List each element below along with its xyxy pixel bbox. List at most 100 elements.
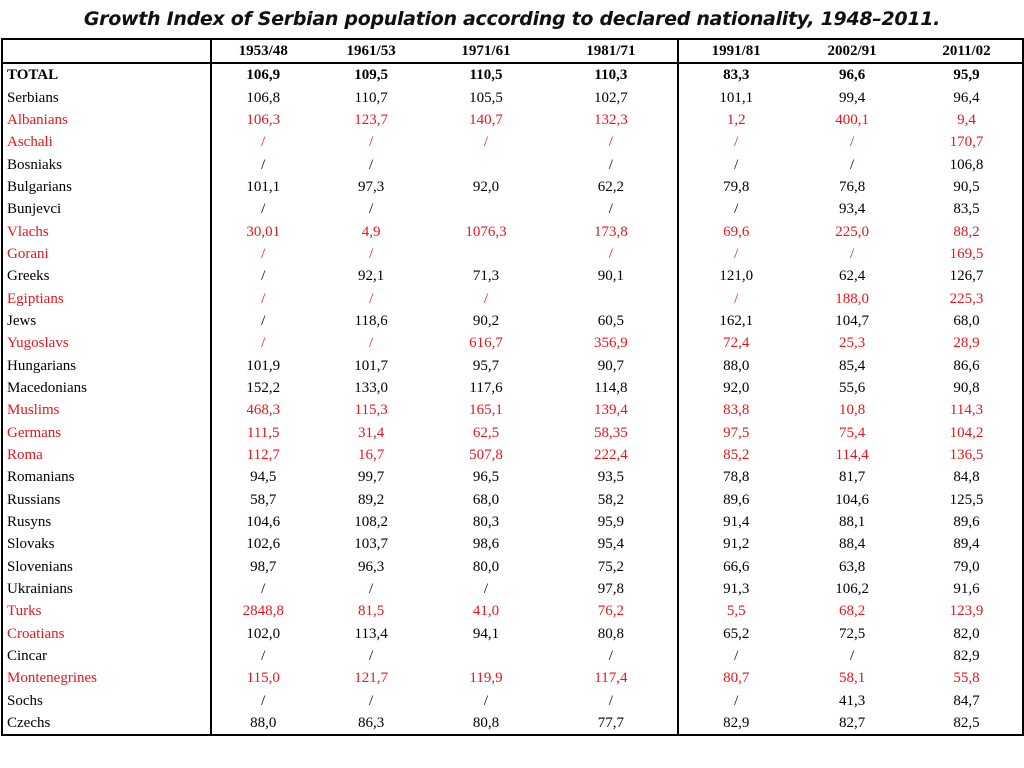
cell: 41,3: [838, 692, 866, 709]
cell: 62,5: [472, 424, 500, 441]
table-row: Czechs 88,0 86,3 80,8 77,7 82,9 82,7 82,5: [1, 711, 1024, 737]
cell: 88,4: [838, 536, 866, 553]
row-label: Vlachs: [1, 220, 212, 243]
cell: 10,8: [838, 402, 866, 419]
cell: 84,7: [911, 689, 1024, 712]
cell: /: [850, 134, 855, 151]
row-label: Bunjevci: [1, 198, 212, 221]
cell: /: [261, 290, 266, 307]
row-label: Romanians: [1, 466, 212, 489]
cell: 5,5: [726, 603, 746, 620]
cell: 98,6: [472, 536, 500, 553]
table-row: Romanians 94,5 99,7 96,5 93,5 78,8 81,7 84,8: [1, 466, 1024, 489]
row-label: Czechs: [1, 711, 212, 737]
cell: 93,4: [838, 201, 866, 218]
cell: 75,2: [544, 555, 680, 578]
cell: 58,35: [544, 421, 680, 444]
column-header: 1971/61: [427, 38, 545, 64]
row-label: TOTAL: [1, 63, 212, 87]
cell: 114,4: [835, 447, 869, 464]
cell: /: [261, 156, 266, 173]
cell: 96,6: [838, 67, 866, 84]
cell: 1,2: [726, 111, 746, 128]
cell: /: [734, 290, 739, 307]
table-row: Cincar / / / / / 82,9: [1, 644, 1024, 668]
cell: 89,6: [723, 491, 750, 508]
row-label: Albanians: [1, 108, 212, 132]
cell: 72,5: [838, 625, 866, 642]
column-header: 2002/91: [793, 38, 912, 64]
cell: 68,0: [911, 309, 1024, 333]
cell: /: [369, 290, 374, 307]
cell: /: [850, 648, 855, 665]
cell: /: [544, 153, 680, 176]
cell: /: [483, 134, 489, 151]
cell: 63,8: [838, 558, 866, 575]
row-label: Yugoslavs: [1, 332, 212, 355]
cell: 62,2: [544, 175, 680, 199]
cell: 136,5: [911, 443, 1024, 467]
cell: /: [850, 245, 855, 262]
table-row: Russians 58,7 89,2 68,0 58,2 89,6 104,6 125,5: [1, 488, 1024, 511]
cell: 71,3: [472, 268, 500, 285]
row-label: Russians: [1, 488, 212, 511]
cell: 92,0: [723, 379, 750, 396]
cell: 97,5: [723, 424, 750, 441]
cell: 95,9: [544, 510, 680, 534]
cell: 132,3: [544, 108, 680, 132]
cell: 94,5: [250, 469, 277, 486]
cell: /: [734, 648, 739, 665]
column-header: 1981/71: [544, 38, 680, 64]
cell: /: [734, 245, 739, 262]
cell: 106,8: [911, 153, 1024, 176]
cell: 86,3: [314, 711, 428, 737]
growth-index-table: 1953/48 1961/53 1971/61 1981/71 1991/81 …: [1, 38, 1024, 737]
cell: 400,1: [835, 111, 869, 128]
table-row: Serbians 106,8 110,7 105,5 102,7 101,1 99,4 96,…: [1, 86, 1024, 109]
cell: 110,3: [544, 63, 680, 87]
cell: 84,8: [911, 466, 1024, 489]
cell: 95,4: [544, 533, 680, 556]
row-label: Germans: [1, 421, 212, 444]
cell: 80,0: [472, 558, 500, 575]
row-label: Jews: [1, 309, 212, 333]
table-row: Sochs / / / / / 41,3 84,7: [1, 689, 1024, 712]
row-label: Ukrainians: [1, 577, 212, 601]
cell: /: [261, 692, 266, 709]
table-row: Albanians 106,3 123,7 140,7 132,3 1,2 400,1 9,4: [1, 108, 1024, 132]
cell: 91,4: [723, 514, 750, 531]
column-header: 1961/53: [314, 38, 428, 64]
table-row: Bosniaks / / / / / 106,8: [1, 153, 1024, 176]
cell: 96,5: [472, 469, 500, 486]
cell: 111,5: [246, 424, 280, 441]
cell: 89,6: [911, 510, 1024, 534]
cell: 92,0: [472, 178, 500, 195]
cell: 97,8: [544, 577, 680, 601]
cell: 106,2: [835, 581, 869, 598]
cell: 115,3: [354, 402, 388, 419]
cell: 80,8: [544, 622, 680, 645]
table-row: Greeks / 92,1 71,3 90,1 121,0 62,4 126,7: [1, 265, 1024, 288]
cell: 225,0: [835, 223, 869, 240]
cell: 81,5: [358, 603, 385, 620]
row-label: Gorani: [1, 242, 212, 266]
cell: 103,7: [354, 536, 389, 553]
cell: 90,1: [544, 265, 680, 288]
cell: 114,8: [544, 376, 680, 400]
cell: 91,3: [723, 581, 750, 598]
table-row: Muslims 468,3 115,3 165,1 139,4 83,8 10,8 114,3: [1, 399, 1024, 422]
row-label: Muslims: [1, 399, 212, 422]
table-row: Gorani / / / / / 169,5: [1, 242, 1024, 266]
cell: 82,5: [911, 711, 1024, 737]
cell: 90,7: [544, 354, 680, 377]
row-label: Slovenians: [1, 555, 212, 578]
table-row: Rusyns 104,6 108,2 80,3 95,9 91,4 88,1 89,6: [1, 510, 1024, 534]
header-corner: [1, 38, 212, 64]
cell: 356,9: [544, 332, 680, 355]
cell: 101,7: [354, 357, 389, 374]
row-label: Greeks: [1, 265, 212, 288]
cell: /: [734, 156, 739, 173]
cell: 96,3: [358, 558, 385, 575]
cell: 105,5: [469, 89, 503, 106]
cell: /: [369, 335, 374, 352]
